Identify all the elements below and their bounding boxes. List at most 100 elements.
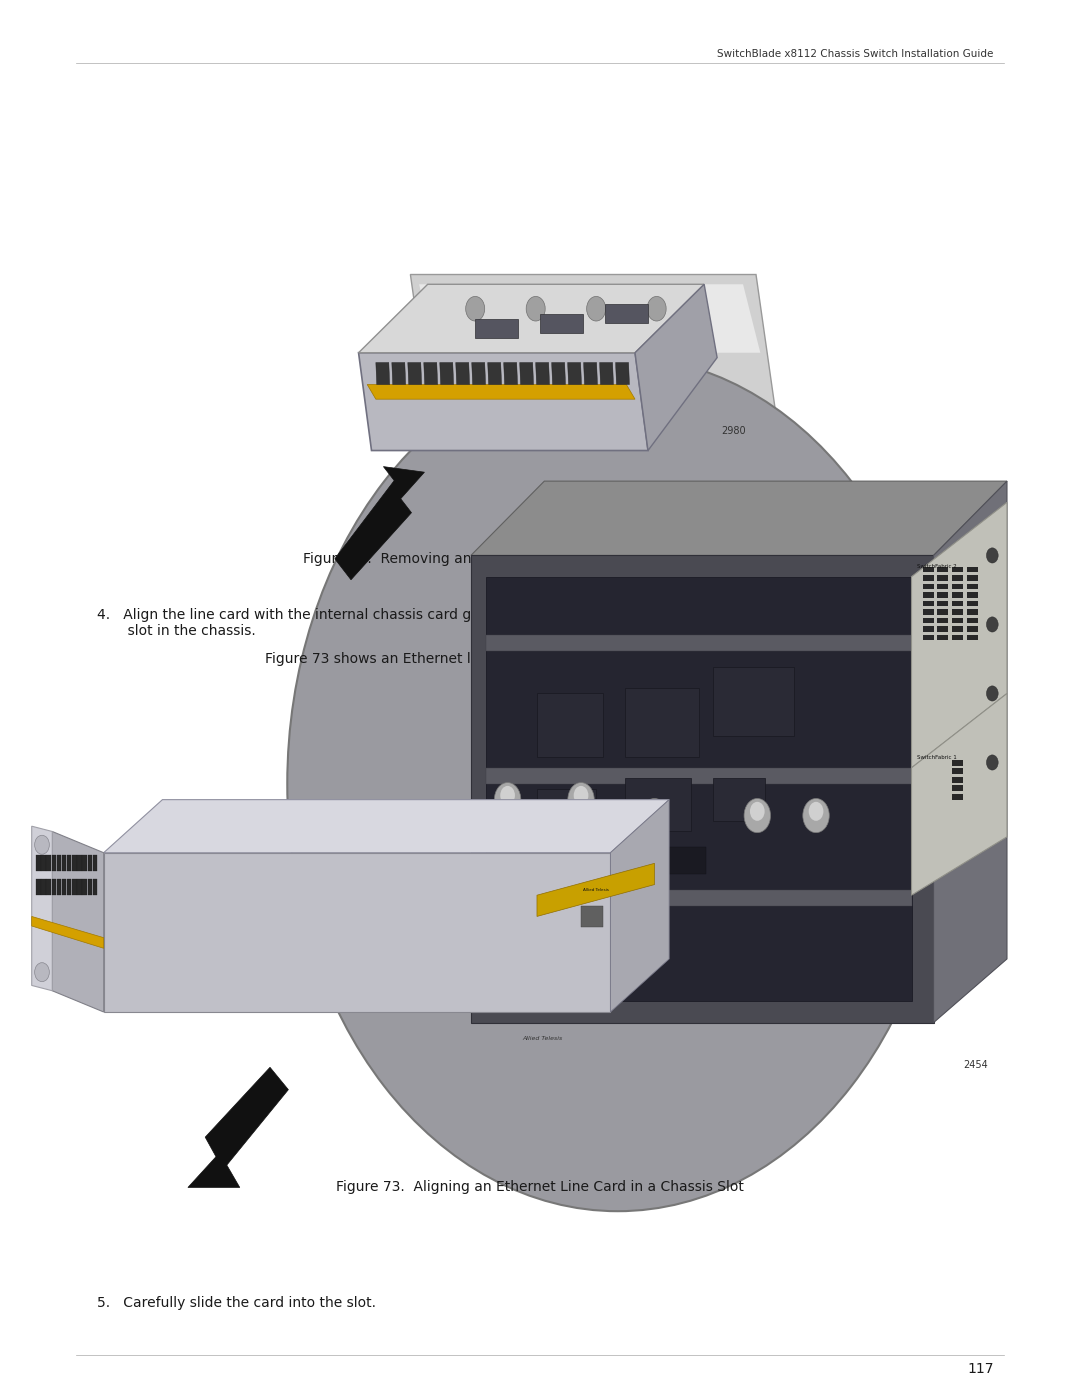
FancyBboxPatch shape xyxy=(581,905,603,928)
FancyBboxPatch shape xyxy=(951,626,963,631)
FancyBboxPatch shape xyxy=(87,855,92,872)
FancyBboxPatch shape xyxy=(922,626,933,631)
Polygon shape xyxy=(188,1067,288,1187)
Text: Allied Telesis: Allied Telesis xyxy=(523,1037,563,1041)
Circle shape xyxy=(586,296,606,321)
FancyBboxPatch shape xyxy=(951,601,963,606)
FancyBboxPatch shape xyxy=(41,855,45,872)
FancyBboxPatch shape xyxy=(72,879,77,895)
FancyBboxPatch shape xyxy=(967,576,977,581)
FancyBboxPatch shape xyxy=(713,666,794,736)
Circle shape xyxy=(287,356,948,1211)
Circle shape xyxy=(647,296,666,321)
FancyBboxPatch shape xyxy=(951,634,963,640)
FancyBboxPatch shape xyxy=(625,689,699,757)
Circle shape xyxy=(526,296,545,321)
Text: Allied Telesis: Allied Telesis xyxy=(583,888,609,891)
FancyBboxPatch shape xyxy=(93,855,97,872)
Text: 2454: 2454 xyxy=(963,1060,988,1070)
FancyBboxPatch shape xyxy=(937,626,948,631)
FancyBboxPatch shape xyxy=(951,768,963,774)
FancyBboxPatch shape xyxy=(967,626,977,631)
Circle shape xyxy=(500,787,515,805)
Polygon shape xyxy=(519,363,534,384)
Polygon shape xyxy=(486,890,912,905)
FancyBboxPatch shape xyxy=(713,778,765,821)
Polygon shape xyxy=(599,363,613,384)
FancyBboxPatch shape xyxy=(56,879,62,895)
FancyBboxPatch shape xyxy=(951,785,963,791)
FancyBboxPatch shape xyxy=(82,855,86,872)
FancyBboxPatch shape xyxy=(967,584,977,590)
Circle shape xyxy=(573,787,589,805)
FancyBboxPatch shape xyxy=(951,584,963,590)
FancyBboxPatch shape xyxy=(967,601,977,606)
Circle shape xyxy=(750,802,765,821)
Polygon shape xyxy=(359,285,704,353)
Text: 5.   Carefully slide the card into the slot.: 5. Carefully slide the card into the slo… xyxy=(97,1296,376,1310)
Polygon shape xyxy=(104,852,610,1011)
FancyBboxPatch shape xyxy=(93,879,97,895)
Polygon shape xyxy=(419,285,760,353)
FancyBboxPatch shape xyxy=(46,879,51,895)
FancyBboxPatch shape xyxy=(937,617,948,623)
FancyBboxPatch shape xyxy=(605,305,648,324)
Circle shape xyxy=(986,548,998,563)
Text: 4.   Align the line card with the internal chassis card guides in the selected
 : 4. Align the line card with the internal… xyxy=(97,608,616,638)
Polygon shape xyxy=(31,826,52,990)
Circle shape xyxy=(642,799,667,833)
Polygon shape xyxy=(552,363,566,384)
FancyBboxPatch shape xyxy=(922,609,933,615)
Polygon shape xyxy=(471,481,1007,556)
Polygon shape xyxy=(367,384,635,400)
Polygon shape xyxy=(456,363,470,384)
FancyBboxPatch shape xyxy=(670,848,706,875)
FancyBboxPatch shape xyxy=(78,879,82,895)
Circle shape xyxy=(495,894,521,928)
Polygon shape xyxy=(359,353,648,450)
Text: Figure 73 shows an Ethernet line card aligned with slot 1.: Figure 73 shows an Ethernet line card al… xyxy=(265,652,663,666)
Polygon shape xyxy=(933,481,1007,1023)
Polygon shape xyxy=(616,363,630,384)
FancyBboxPatch shape xyxy=(56,855,62,872)
FancyBboxPatch shape xyxy=(951,617,963,623)
FancyBboxPatch shape xyxy=(937,567,948,573)
Polygon shape xyxy=(410,275,778,426)
Polygon shape xyxy=(486,768,912,784)
FancyBboxPatch shape xyxy=(951,760,963,766)
FancyBboxPatch shape xyxy=(967,609,977,615)
FancyBboxPatch shape xyxy=(36,855,41,872)
FancyBboxPatch shape xyxy=(922,601,933,606)
FancyBboxPatch shape xyxy=(922,584,933,590)
FancyBboxPatch shape xyxy=(922,567,933,573)
Circle shape xyxy=(35,963,50,982)
Polygon shape xyxy=(486,577,912,1002)
Polygon shape xyxy=(610,799,670,1011)
Polygon shape xyxy=(104,799,670,852)
Circle shape xyxy=(35,835,50,854)
Polygon shape xyxy=(568,363,581,384)
FancyBboxPatch shape xyxy=(67,879,71,895)
FancyBboxPatch shape xyxy=(951,793,963,799)
FancyBboxPatch shape xyxy=(52,879,56,895)
Polygon shape xyxy=(635,285,717,450)
Polygon shape xyxy=(335,467,424,580)
FancyBboxPatch shape xyxy=(937,634,948,640)
Circle shape xyxy=(802,799,829,833)
FancyBboxPatch shape xyxy=(36,879,41,895)
FancyBboxPatch shape xyxy=(922,617,933,623)
FancyBboxPatch shape xyxy=(922,634,933,640)
Polygon shape xyxy=(472,363,486,384)
Circle shape xyxy=(573,897,589,916)
FancyBboxPatch shape xyxy=(937,592,948,598)
FancyBboxPatch shape xyxy=(951,609,963,615)
Circle shape xyxy=(568,782,594,817)
Circle shape xyxy=(809,802,823,821)
FancyBboxPatch shape xyxy=(967,617,977,623)
Polygon shape xyxy=(536,363,550,384)
FancyBboxPatch shape xyxy=(625,778,691,831)
FancyBboxPatch shape xyxy=(951,576,963,581)
FancyBboxPatch shape xyxy=(967,634,977,640)
FancyBboxPatch shape xyxy=(922,576,933,581)
Polygon shape xyxy=(471,556,933,1023)
